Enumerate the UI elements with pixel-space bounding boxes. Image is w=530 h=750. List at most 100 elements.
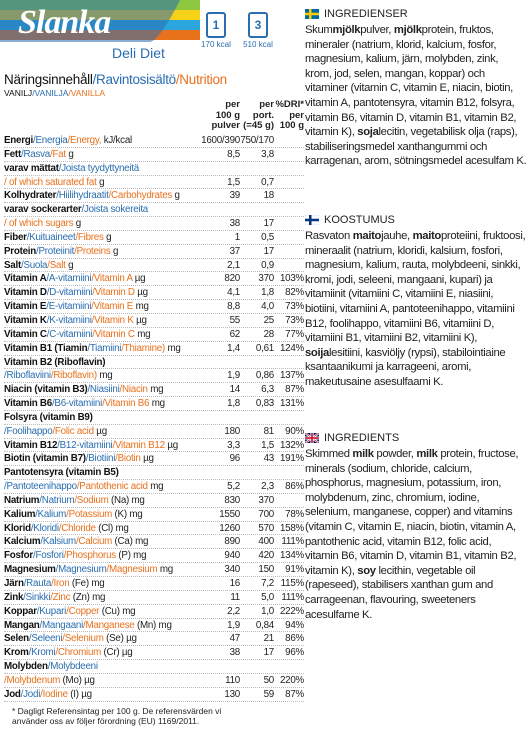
nutrient-label: Selen/Seleeni/Selenium (Se) µg bbox=[4, 632, 200, 645]
label-sv: Vitamin K bbox=[4, 314, 47, 326]
value-per100: 1550 bbox=[219, 508, 240, 520]
value-dri: 134% bbox=[279, 550, 304, 562]
nutrient-label: Koppar/Kupari/Copper (Cu) mg bbox=[4, 605, 200, 618]
unit: (P) mg bbox=[118, 550, 147, 562]
label-fi: /Pantoteenihappo bbox=[4, 481, 77, 493]
value-per100: 820 bbox=[224, 273, 240, 285]
allergen: milk bbox=[416, 448, 438, 460]
nutrient-row: Fiber/Kuituaineet/Fibres g 1 0,5 bbox=[4, 231, 304, 245]
nutrient-label: Salt/Suola/Salt g bbox=[4, 259, 200, 272]
value-per100: 47 bbox=[229, 633, 241, 645]
label-sv: Fosfor bbox=[4, 550, 33, 562]
value-port: 21 bbox=[263, 633, 275, 645]
label-en: /Vitamin C bbox=[92, 328, 135, 340]
allergen: soija bbox=[305, 346, 329, 359]
title-fi: /Ravintosisältö bbox=[92, 72, 177, 87]
nutrient-row: varav mättat/Joista tyydyttyneitä bbox=[4, 162, 304, 176]
value-dri bbox=[274, 134, 304, 147]
unit: g bbox=[174, 190, 180, 202]
nutrient-row: Vitamin D/D-vitamiini/Vitamin D µg 4,1 1,8… bbox=[4, 286, 304, 301]
heading-text: INGREDIENSER bbox=[324, 8, 408, 20]
heading-text: KOOSTUMUS bbox=[324, 214, 395, 226]
value-port: 400 bbox=[258, 536, 274, 548]
label-en: /Vitamin B6 bbox=[102, 398, 150, 410]
flavor-fi: /VANILJA bbox=[32, 88, 69, 98]
nutrient-label: Niacin (vitamin B3)/Niasiini/Niacin mg bbox=[4, 383, 200, 396]
section-heading: INGREDIENTS bbox=[305, 432, 527, 444]
value-per100: 8,5 bbox=[227, 148, 240, 160]
ingredient-section: KOOSTUMUS Rasvaton maitojauhe, maitoprote… bbox=[305, 214, 527, 390]
nutrient-label: Vitamin D/D-vitamiini/Vitamin D µg bbox=[4, 286, 200, 299]
value-port: 1,5 bbox=[261, 439, 274, 451]
value-port: 3,8 bbox=[261, 148, 274, 160]
value-per100: 1,9 bbox=[227, 619, 240, 631]
label-en: / of which sugars bbox=[4, 218, 74, 230]
value-per100: 130 bbox=[224, 688, 240, 700]
section-body: Skummjölkpulver, mjölkprotein, fruktos, … bbox=[305, 23, 527, 169]
value-dri: 103% bbox=[279, 273, 304, 285]
value-port: 150 bbox=[258, 564, 274, 576]
nutrient-row: Kalium/Kalium/Potassium (K) mg 1550 700 78% bbox=[4, 508, 304, 522]
label-sv: Vitamin E bbox=[4, 301, 47, 313]
value-port bbox=[240, 162, 274, 175]
value-per100 bbox=[200, 203, 240, 216]
value-port: 17 bbox=[263, 647, 275, 659]
label-sv: Molybden bbox=[4, 661, 48, 673]
nutrient-row: Zink/Sinkki/Zinc (Zn) mg 11 5,0 111% bbox=[4, 591, 304, 605]
unit: kJ/kcal bbox=[103, 135, 132, 146]
value-dri: 222% bbox=[279, 605, 304, 617]
nutrient-row: Mangan/Mangaani/Manganese (Mn) mg 1,9 0,84… bbox=[4, 619, 304, 633]
label-fi: /B6-vitamiini bbox=[51, 398, 103, 410]
value-port: 750/170 bbox=[240, 135, 274, 146]
title-sv: Näringsinnehåll bbox=[4, 72, 93, 87]
nutrient-row: Vitamin B6/B6-vitamiini/Vitamin B6 mg 1,8… bbox=[4, 397, 304, 411]
nutrient-label: Fosfor/Fosfori/Phosphorus (P) mg bbox=[4, 549, 200, 562]
label-sv: Selen bbox=[4, 633, 29, 645]
value-port: 7,2 bbox=[261, 578, 274, 589]
value-dri: 191% bbox=[279, 453, 304, 465]
value-port: 0,84 bbox=[255, 619, 274, 631]
unit: (Ca) mg bbox=[114, 536, 149, 548]
nutrient-row: Biotin (vitamin B7)/Biotiini/Biotin µg 96… bbox=[4, 452, 304, 467]
allergen: maito bbox=[412, 230, 442, 242]
nutrient-row: Vitamin B12/B12-vitamiini/Vitamin B12 µg… bbox=[4, 439, 304, 453]
label-en: / of which saturated fat bbox=[4, 176, 97, 188]
nutrient-label: Vitamin A/A-vitamiini/Vitamin A µg bbox=[4, 272, 200, 285]
value-dri bbox=[274, 411, 304, 424]
nutrient-row: Folsyra (vitamin B9) bbox=[4, 411, 304, 425]
label-en: /Manganese bbox=[83, 619, 135, 631]
portion-icon: 3 510 kcal bbox=[238, 12, 278, 49]
label-en: /Sodium bbox=[74, 494, 109, 506]
body-text: lesitiini, kasviöljy (rypsi), stabiloint… bbox=[305, 346, 506, 388]
flavor-sv: VANILJ bbox=[4, 88, 33, 98]
label-en: /Magnesium bbox=[106, 564, 158, 576]
label-en: /Niacin bbox=[119, 384, 148, 396]
value-port: 0,9 bbox=[261, 259, 274, 271]
value-dri bbox=[274, 162, 304, 175]
label-fi: /Fosfori bbox=[32, 550, 64, 562]
nutrient-label: varav sockerarter/Joista sokereita bbox=[4, 203, 200, 216]
column-header-line: port. bbox=[252, 109, 274, 121]
label-fi: /Kupari bbox=[36, 605, 67, 617]
value-per100: 830 bbox=[224, 494, 240, 506]
label-sv: Vitamin A bbox=[4, 273, 47, 285]
allergen: soy bbox=[357, 564, 376, 577]
value-per100: 38 bbox=[229, 647, 241, 659]
label-en: /Chromium bbox=[55, 647, 102, 659]
column-header-line: per bbox=[259, 99, 274, 110]
value-port bbox=[240, 356, 274, 369]
value-dri: 86% bbox=[285, 481, 304, 493]
label-sv: Koppar bbox=[4, 605, 37, 617]
label-fi: /Tiamiini bbox=[87, 342, 122, 354]
unit: mg bbox=[150, 481, 164, 493]
nutrient-row: Molybden/Molybdeeni bbox=[4, 660, 304, 674]
value-per100: 1,9 bbox=[227, 370, 240, 382]
body-text: Skimmed bbox=[305, 448, 353, 460]
nutrient-label: /Pantoteenihappo/Pantothenic acid mg bbox=[4, 480, 200, 493]
column-header-line: 100 g bbox=[279, 120, 304, 131]
value-per100: 3,3 bbox=[227, 439, 240, 451]
label-sv: Salt bbox=[4, 259, 21, 271]
value-dri: 220% bbox=[279, 674, 304, 686]
rows: Energi/Energia/Energy, kJ/kcal 1600/390 75… bbox=[4, 134, 304, 702]
label-sv: Energi bbox=[4, 135, 33, 146]
